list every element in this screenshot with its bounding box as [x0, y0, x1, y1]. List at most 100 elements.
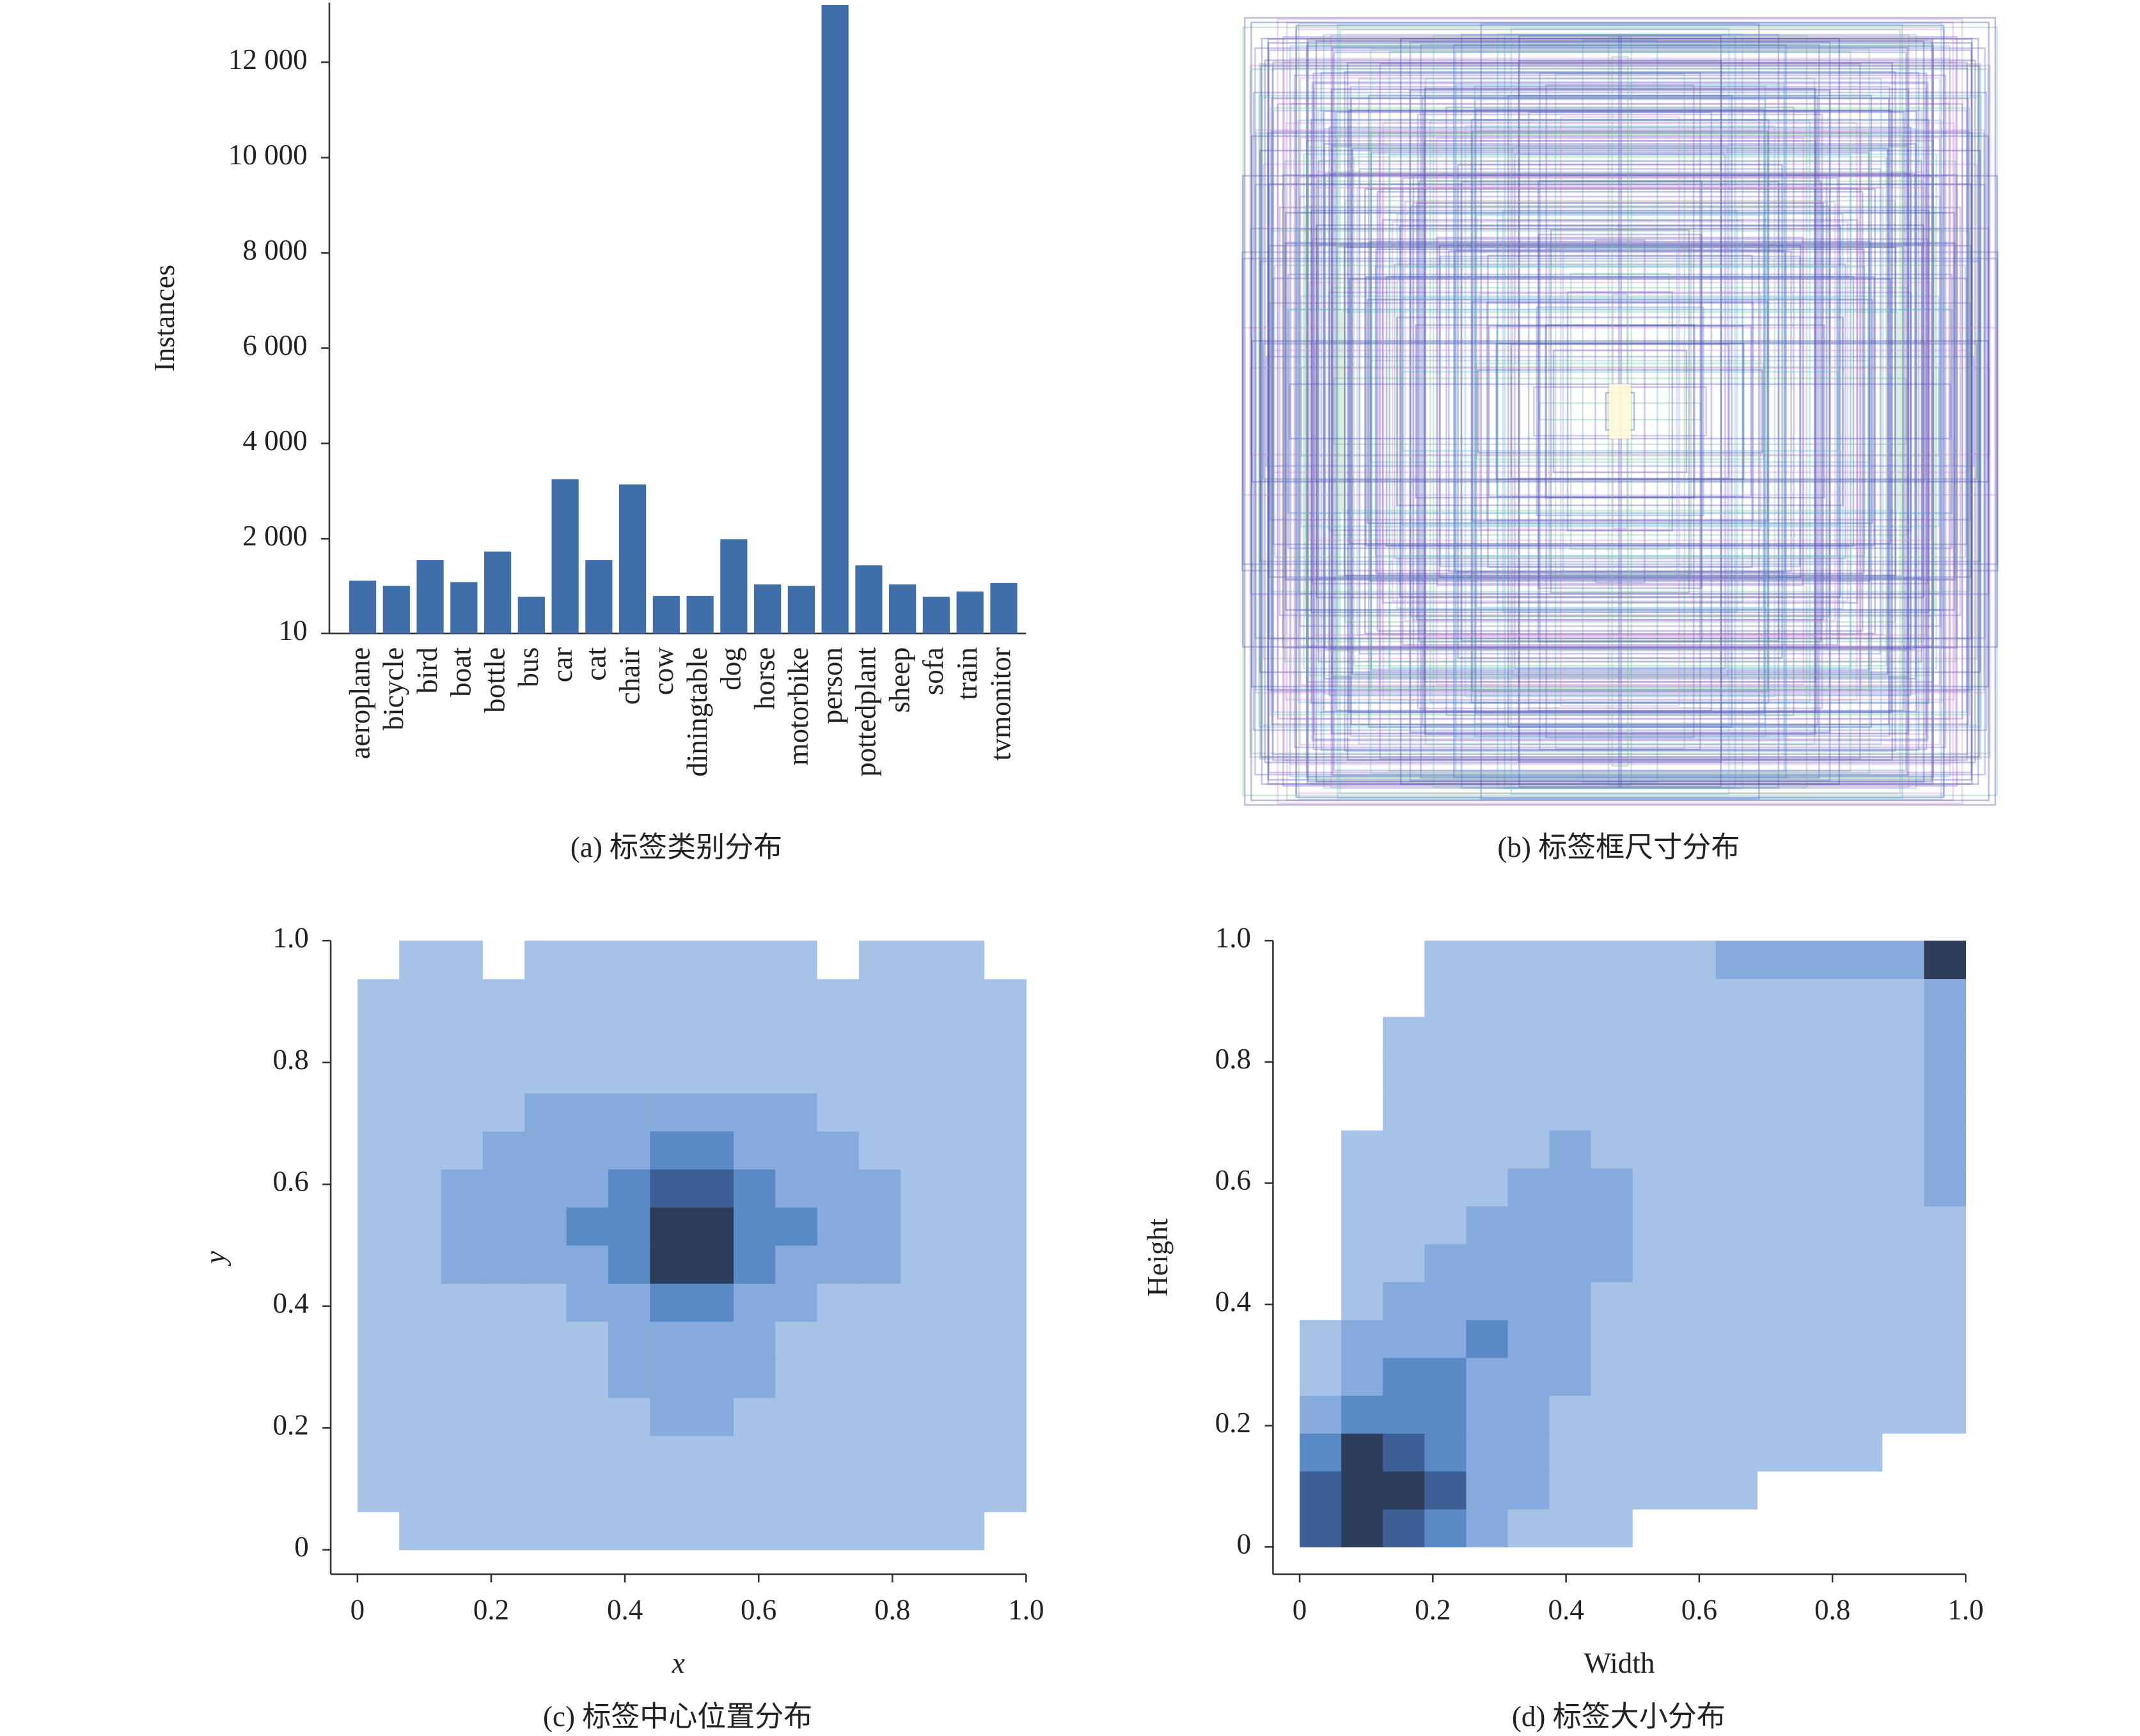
- box-outline: [1460, 34, 1780, 789]
- heat-cell: [1466, 1281, 1509, 1320]
- heat-cell: [691, 978, 734, 1017]
- heat-cell: [1300, 941, 1342, 980]
- heat-cell: [1841, 1357, 1883, 1396]
- heat-cell: [1674, 1471, 1717, 1510]
- heat-cell: [901, 1512, 943, 1551]
- box-outline: [1562, 246, 1678, 577]
- heat-cell: [1632, 1244, 1675, 1283]
- heat-cell: [859, 1435, 901, 1474]
- heat-cell: [1757, 941, 1800, 980]
- heat-cell: [482, 1359, 525, 1398]
- heat-cell: [1383, 1357, 1425, 1396]
- box-outline: [1488, 325, 1752, 498]
- heat-cell: [357, 1321, 400, 1360]
- heat-cell: [608, 1283, 650, 1322]
- heat-cell: [1424, 1054, 1467, 1093]
- heat-cell: [1674, 1092, 1717, 1131]
- box-outline: [1404, 201, 1836, 622]
- box-outline: [1267, 42, 1973, 781]
- heat-cell: [441, 1397, 484, 1436]
- heat-cell: [1841, 1281, 1883, 1320]
- heat-cell: [1466, 1357, 1509, 1396]
- heat-cell: [1300, 1244, 1342, 1283]
- box-outline: [1545, 84, 1695, 739]
- x-tick-label: cat: [580, 647, 612, 681]
- heat-cell: [1549, 1319, 1592, 1358]
- heat-cell: [1757, 1319, 1800, 1358]
- box-outline: [1324, 173, 1916, 650]
- heat-cell: [1549, 1395, 1592, 1434]
- x-tick-label: bus: [512, 647, 544, 687]
- x-axis-label: x: [672, 1647, 685, 1679]
- box-outline: [1327, 172, 1912, 651]
- heat-cell: [1882, 1130, 1924, 1169]
- heat-cell: [1715, 1509, 1758, 1547]
- bar: [652, 595, 680, 634]
- box-outline: [1323, 143, 1917, 680]
- box-outline: [1412, 175, 1828, 648]
- box-outline: [1560, 116, 1680, 707]
- box-outline: [1394, 263, 1846, 559]
- x-tick-label: bicycle: [377, 647, 409, 730]
- heat-cell: [1799, 1509, 1841, 1547]
- heat-cell: [524, 1207, 567, 1246]
- heat-cell: [1674, 1130, 1717, 1169]
- bar: [551, 479, 579, 634]
- heat-cell: [1383, 1130, 1425, 1169]
- box-outline: [1304, 205, 1936, 618]
- box-outline: [1369, 48, 1871, 775]
- box-outline: [1510, 343, 1730, 480]
- heat-cell: [942, 1130, 985, 1170]
- heat-cell: [984, 1245, 1027, 1284]
- heat-cell: [441, 1359, 484, 1398]
- box-outline: [1330, 34, 1910, 788]
- heat-cell: [817, 1359, 860, 1398]
- box-outline: [1349, 86, 1891, 737]
- box-outline: [1242, 258, 1998, 565]
- box-outline: [1290, 102, 1950, 720]
- box-outline: [1455, 84, 1785, 739]
- box-outline: [1284, 243, 1955, 580]
- heat-cell: [1882, 1244, 1924, 1283]
- heat-cell: [399, 941, 442, 980]
- box-outline: [1346, 62, 1894, 761]
- heat-cell: [1591, 1395, 1633, 1434]
- heat-cell: [984, 978, 1027, 1017]
- heat-cell: [1383, 1016, 1425, 1055]
- box-outline: [1261, 97, 1979, 726]
- box-outline: [1323, 110, 1917, 712]
- box-outline: [1448, 250, 1792, 573]
- heat-cell: [817, 1283, 860, 1322]
- heat-cell: [733, 1397, 776, 1436]
- heat-cell: [482, 1093, 525, 1132]
- box-outline: [1344, 71, 1896, 752]
- box-outline: [1480, 23, 1760, 800]
- heat-cell: [775, 1093, 818, 1132]
- y-tick-label: 1.0: [1215, 921, 1251, 953]
- heat-cell: [859, 1359, 901, 1398]
- box-outline: [1328, 126, 1912, 696]
- heat-cell: [1591, 1168, 1633, 1207]
- box-outline: [1475, 214, 1765, 609]
- box-outline: [1401, 297, 1839, 526]
- heat-cell: [733, 1245, 776, 1284]
- x-tick-label: car: [546, 647, 578, 682]
- heat-cell: [901, 1473, 943, 1512]
- heat-cell: [482, 1397, 525, 1436]
- heat-cell: [1632, 1205, 1675, 1244]
- heat-cell: [399, 1359, 442, 1398]
- x-tick-label: 0: [350, 1593, 365, 1625]
- heat-cell: [1591, 978, 1633, 1017]
- heat-cell: [1841, 1509, 1883, 1547]
- heat-cell: [650, 1093, 693, 1132]
- heat-cell: [901, 1207, 943, 1246]
- heat-cell: [1632, 1281, 1675, 1320]
- y-tick-label: 0: [294, 1531, 309, 1563]
- heat-cell: [524, 1130, 567, 1170]
- heat-cell: [1300, 1054, 1342, 1093]
- heat-cell: [1424, 1357, 1467, 1396]
- box-outline: [1370, 359, 1870, 464]
- heat-cell: [1882, 1357, 1924, 1396]
- heat-cell: [1715, 1244, 1758, 1283]
